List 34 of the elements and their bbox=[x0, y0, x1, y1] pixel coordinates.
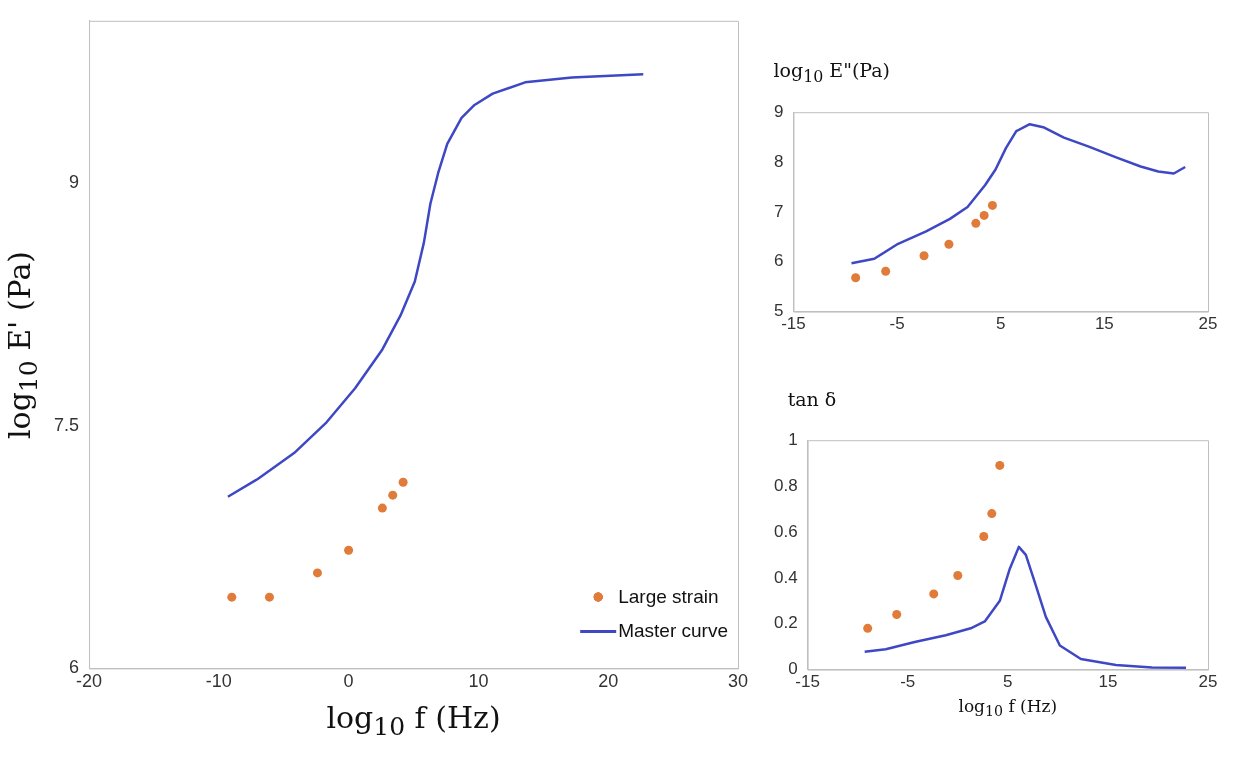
y-tick-label: 6 bbox=[69, 657, 80, 678]
legend-label: Large strain bbox=[618, 586, 719, 609]
x-tick-label: 30 bbox=[727, 671, 749, 692]
y-tick-label: 8 bbox=[773, 151, 784, 171]
x-tick-label: 25 bbox=[1198, 314, 1218, 334]
y-tick-label: 1 bbox=[788, 429, 798, 449]
x-tick-label: 15 bbox=[1098, 672, 1118, 692]
y-tick-label: 9 bbox=[773, 101, 784, 121]
x-axis-title: log$_{10}$ f (Hz) bbox=[958, 696, 1058, 720]
x-tick-label: -10 bbox=[205, 671, 232, 692]
y-tick-label: 0.6 bbox=[773, 521, 798, 541]
x-tick-label: 15 bbox=[1094, 314, 1114, 334]
y-tick-label: 0.2 bbox=[773, 613, 798, 633]
x-tick-label: -15 bbox=[781, 314, 806, 334]
x-tick-label: 0 bbox=[343, 671, 354, 692]
y-tick-label: 0.8 bbox=[773, 475, 798, 495]
x-tick-label: 5 bbox=[995, 314, 1006, 334]
x-tick-label: 25 bbox=[1198, 672, 1218, 692]
y-tick-label: 0.4 bbox=[773, 567, 798, 587]
x-tick-label: -5 bbox=[889, 314, 905, 334]
y-tick-label: 5 bbox=[773, 301, 784, 321]
y-axis-title: tan δ bbox=[787, 388, 837, 410]
y-tick-label: 9 bbox=[69, 171, 80, 192]
y-axis-title: log$_{10}$ E"(Pa) bbox=[773, 59, 891, 86]
x-axis-title: log$_{10}$ f (Hz) bbox=[326, 700, 501, 741]
y-tick-label: 7 bbox=[773, 201, 784, 221]
legend-label: Master curve bbox=[618, 620, 728, 643]
x-tick-label: 5 bbox=[1003, 672, 1013, 692]
y-tick-label: 7.5 bbox=[53, 414, 80, 435]
x-tick-label: -5 bbox=[900, 672, 916, 692]
y-tick-label: 6 bbox=[773, 251, 784, 271]
x-tick-label: -15 bbox=[795, 672, 820, 692]
x-tick-label: 10 bbox=[468, 671, 489, 692]
x-tick-label: 20 bbox=[598, 671, 619, 692]
